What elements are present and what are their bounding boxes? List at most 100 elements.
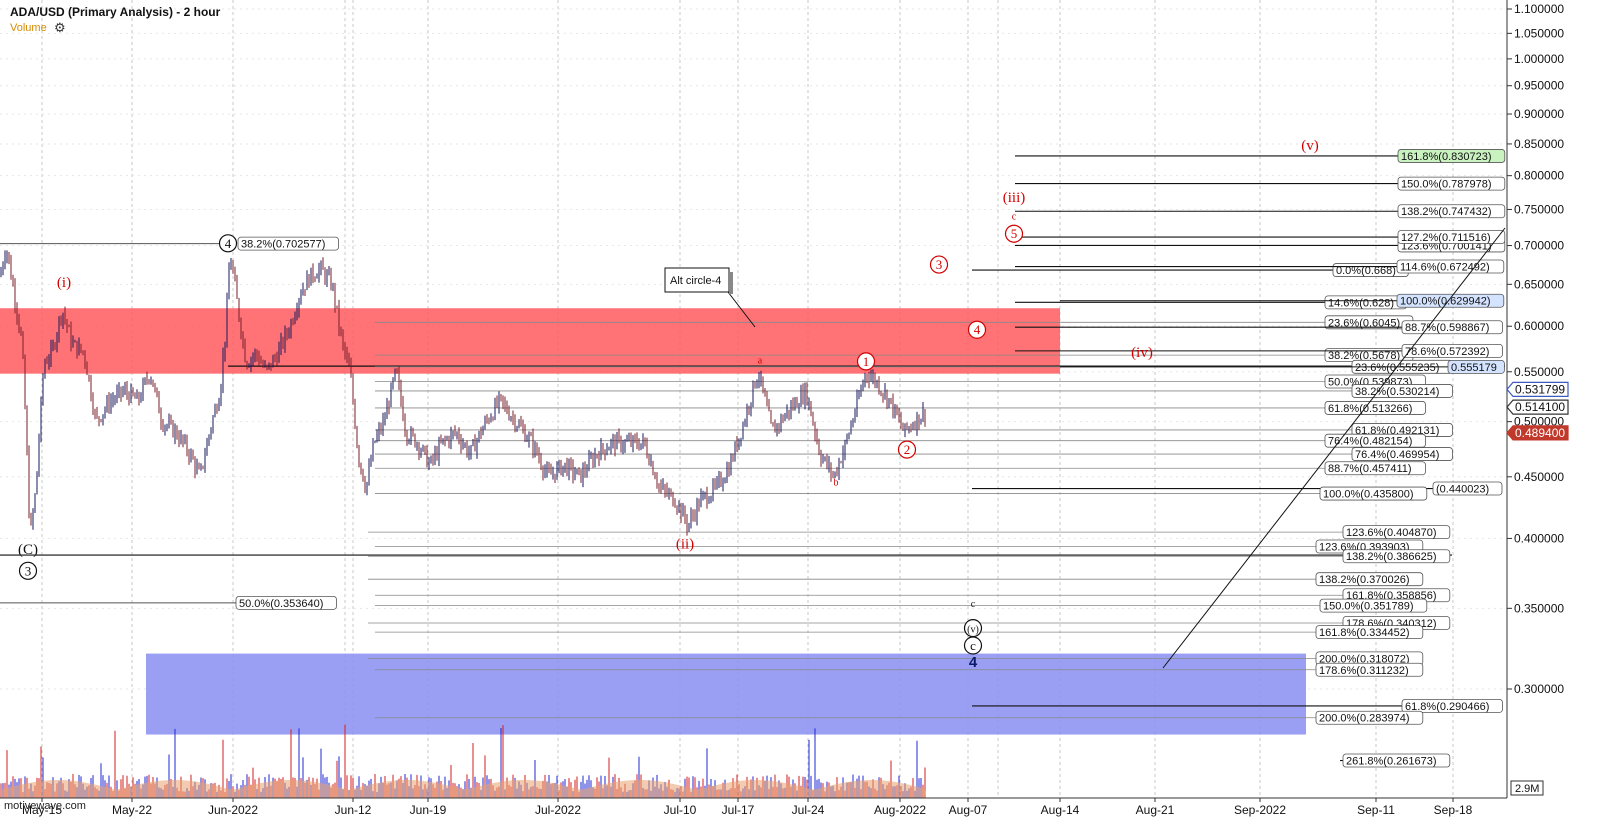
current-price-label: 0.531799 <box>1515 382 1565 396</box>
price-tick-label: 1.050000 <box>1514 26 1564 40</box>
volume-label[interactable]: Volume <box>10 22 47 34</box>
fib-label: 200.0%(0.318072) <box>1319 653 1410 665</box>
wave-label: 3 <box>936 257 943 272</box>
fib-label-box <box>1351 384 1453 398</box>
fib-label: 88.7%(0.457411) <box>1328 463 1412 475</box>
wave-label: 3 <box>25 563 32 578</box>
fib-label: 38.2%(0.702577) <box>241 239 325 251</box>
vertical-grid <box>41 0 1454 798</box>
fib-label: 161.8%(0.334452) <box>1319 627 1410 639</box>
wave-label: 4 <box>225 236 232 251</box>
date-tick-label: Aug-14 <box>1041 803 1080 817</box>
fib-label-box <box>1401 343 1503 358</box>
fib-label: 76.4%(0.482154) <box>1328 436 1412 448</box>
fib-label-box <box>1324 433 1426 448</box>
fib-label-box <box>1315 625 1424 640</box>
current-price-badge <box>1506 399 1569 415</box>
fib-label: 200.0%(0.283974) <box>1319 713 1410 725</box>
date-tick-label: Jun-19 <box>410 803 447 817</box>
fib-label-box <box>1397 204 1506 219</box>
candles <box>0 250 926 536</box>
volume-scale-box <box>1510 780 1544 796</box>
price-tick-label: 0.700000 <box>1514 239 1564 253</box>
fib-label: 88.7%(0.598867) <box>1405 322 1489 334</box>
wave-label: 4 <box>974 322 981 337</box>
price-tick-label: 1.000000 <box>1514 52 1564 66</box>
fib-label: 100.0%(0.435800) <box>1323 489 1414 501</box>
price-tick-label: 0.400000 <box>1514 531 1564 545</box>
fib-label-box <box>235 596 337 610</box>
fib-label: 14.6%(0.628) <box>1328 297 1394 309</box>
wave-label: c <box>1012 211 1017 222</box>
wave-label: (C) <box>18 542 38 558</box>
wave-label: (v) <box>1301 138 1319 154</box>
price-tick-label: 0.550000 <box>1514 365 1564 379</box>
wave-label: 2 <box>904 442 911 457</box>
fib-label-box <box>1315 662 1424 677</box>
price-tick-label: 0.300000 <box>1514 682 1564 696</box>
fib-label-box <box>1397 176 1506 191</box>
date-tick-label: Aug-2022 <box>874 803 926 817</box>
date-tick-label: Sep-11 <box>1357 803 1395 817</box>
fib-label: 150.0%(0.787978) <box>1401 179 1492 191</box>
price-tick-label: 0.950000 <box>1514 79 1564 93</box>
price-tick-label: 0.900000 <box>1514 107 1564 121</box>
callout-pointer <box>727 291 756 328</box>
blue-support-zone <box>146 653 1306 735</box>
wave-circle <box>967 320 987 339</box>
fib-label: 23.6%(0.555235) <box>1355 362 1439 374</box>
fib-label-box <box>1351 447 1453 461</box>
red-resistance-zone <box>0 308 1060 374</box>
fib-label-box <box>1319 486 1428 501</box>
fib-label: 123.6%(0.404870) <box>1346 527 1437 539</box>
price-tick-label: 0.750000 <box>1514 202 1564 216</box>
current-price-badge <box>1506 381 1569 397</box>
wave-label: (iii) <box>1003 190 1026 206</box>
fib-label-box <box>1397 149 1506 163</box>
fib-label: 261.8%(0.261673) <box>1346 756 1437 768</box>
fib-levels-right: 161.8%(0.830723)150.0%(0.787978)138.2%(0… <box>368 149 1506 768</box>
current-price-badge <box>1506 425 1569 441</box>
fib-label-box <box>1342 549 1451 564</box>
wave-label: 4 <box>969 654 978 671</box>
fib-label: 114.6%(0.672492) <box>1400 262 1490 274</box>
wave-label: c <box>971 599 976 610</box>
fib-label: 138.2%(0.747432) <box>1401 206 1492 218</box>
fib-label-box <box>1396 293 1505 308</box>
fib-label: 178.6%(0.311232) <box>1319 665 1409 677</box>
fib-label: 76.4%(0.469954) <box>1355 449 1439 461</box>
watermark: motivewave.com <box>4 800 86 812</box>
date-tick-label: Jul-24 <box>792 803 825 817</box>
fib-label: 61.8%(0.290466) <box>1405 701 1489 713</box>
fib-label-box <box>1324 461 1426 476</box>
fib-label-box <box>1342 753 1451 768</box>
price-tick-label: 0.800000 <box>1514 169 1564 183</box>
date-tick-label: May-22 <box>112 803 152 817</box>
fib-label-box <box>1342 525 1451 540</box>
date-tick-label: Jul-2022 <box>535 803 581 817</box>
volume-average <box>1 780 926 798</box>
fib-label-box <box>1401 699 1503 713</box>
fib-label-box <box>1315 710 1424 725</box>
fib-label: 23.6%(0.6045) <box>1328 317 1400 329</box>
date-tick-label: Jun-2022 <box>208 803 258 817</box>
date-tick-label: Sep-2022 <box>1234 803 1286 817</box>
price-tick-label: 0.350000 <box>1514 601 1564 615</box>
fib-label: 38.2%(0.530214) <box>1355 386 1439 398</box>
fib-label-box <box>1315 572 1424 587</box>
date-tick-label: Jun-12 <box>335 803 372 817</box>
chart-title: ADA/USD (Primary Analysis) - 2 hour <box>10 5 221 19</box>
date-tick-label: Jul-10 <box>664 803 697 817</box>
wave-label: a <box>758 355 763 366</box>
fib-label: 0.0%(0.668) <box>1336 265 1396 277</box>
alt-callout[interactable]: Alt circle-4 <box>664 267 756 328</box>
wave-label: (i) <box>57 275 71 291</box>
price-tick-label: 0.600000 <box>1514 319 1564 333</box>
wave-circle <box>218 234 238 253</box>
gear-icon[interactable]: ⚙ <box>54 20 66 35</box>
callout-text: Alt circle-4 <box>670 275 721 287</box>
wave-circle <box>18 561 38 580</box>
volume-bars <box>0 724 926 798</box>
